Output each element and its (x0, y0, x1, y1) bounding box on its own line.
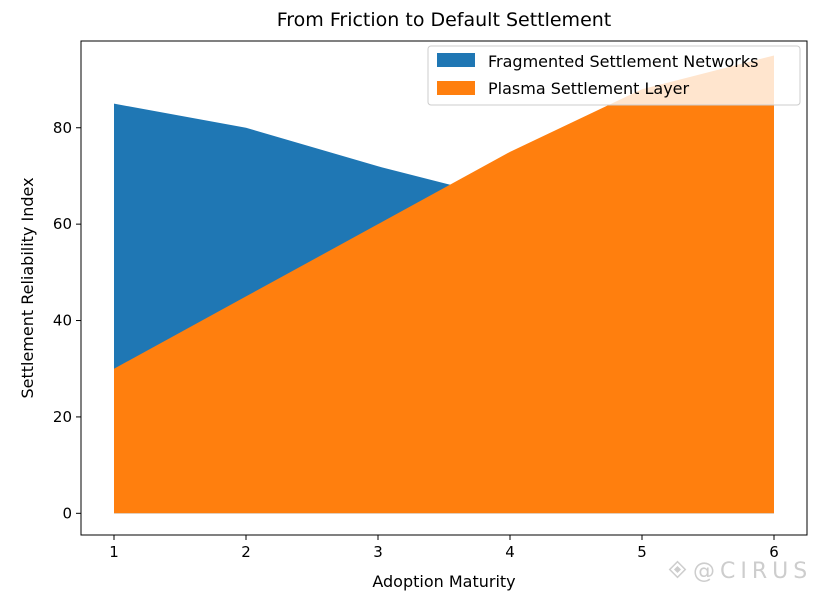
x-axis-title: Adoption Maturity (372, 572, 515, 591)
x-tick-label: 1 (109, 543, 119, 561)
x-tick-label: 5 (637, 543, 647, 561)
x-tick-label: 3 (373, 543, 383, 561)
y-axis-title: Settlement Reliability Index (18, 177, 37, 398)
chart-title: From Friction to Default Settlement (277, 9, 612, 31)
x-tick-label: 4 (505, 543, 515, 561)
diamond-logo-icon (668, 560, 687, 579)
legend-box (427, 45, 801, 106)
legend-swatch-plasma (437, 81, 475, 95)
plot-frame (80, 40, 808, 536)
x-tick-label: 2 (241, 543, 251, 561)
y-tick-label: 80 (53, 119, 72, 137)
plot-areas (114, 55, 774, 514)
legend-label-fragmented: Fragmented Settlement Networks (488, 52, 758, 71)
y-tick-label: 60 (53, 215, 72, 233)
legend-label-plasma: Plasma Settlement Layer (488, 79, 690, 98)
y-tick-label: 0 (62, 504, 72, 522)
watermark-text: @CIRUS (693, 559, 812, 584)
watermark: @CIRUS (668, 559, 812, 584)
y-tick-label: 40 (53, 312, 72, 330)
x-tick-label: 6 (769, 543, 779, 561)
y-tick-label: 20 (53, 408, 72, 426)
legend: Fragmented Settlement Networks Plasma Se… (427, 45, 801, 106)
legend-swatch-fragmented (437, 53, 475, 67)
area-plasma (114, 55, 774, 514)
x-axis: 1 2 3 4 5 6 (109, 535, 779, 561)
y-axis: 0 20 40 60 80 (53, 119, 81, 522)
